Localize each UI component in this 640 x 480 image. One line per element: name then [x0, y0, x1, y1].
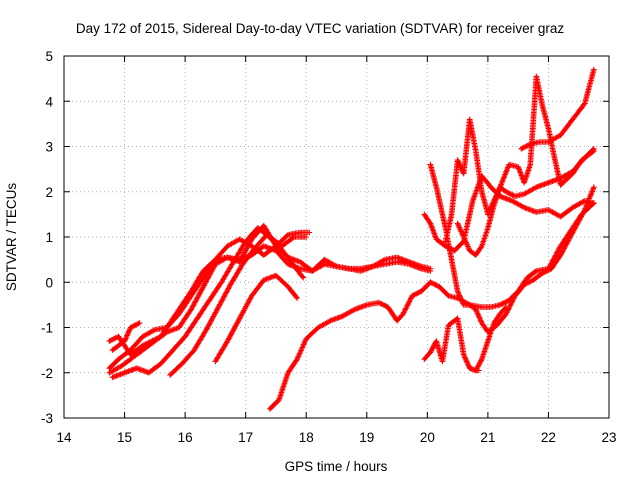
- x-tick-label: 22: [541, 430, 556, 445]
- series-markers: [518, 66, 597, 152]
- series-markers: [106, 222, 434, 376]
- series-sat-c: [106, 222, 434, 376]
- x-tick-label: 19: [359, 430, 374, 445]
- y-tick-label: 3: [45, 140, 53, 155]
- y-tick-label: -3: [41, 411, 53, 426]
- grid: [64, 56, 609, 418]
- series-markers: [167, 231, 306, 378]
- axis-ticks: [63, 55, 610, 419]
- series-sat-j: [427, 161, 597, 335]
- series-sat-i: [421, 173, 597, 254]
- series-sat-e: [109, 320, 143, 353]
- y-tick-label: 4: [45, 94, 53, 109]
- series-markers: [421, 173, 597, 254]
- x-tick-label: 21: [480, 430, 495, 445]
- x-tick-label: 17: [238, 430, 253, 445]
- series-sat-h: [267, 200, 597, 412]
- x-tick-label: 16: [178, 430, 193, 445]
- series-sat-o: [473, 304, 509, 374]
- y-tick-label: 0: [45, 275, 53, 290]
- series-markers: [421, 315, 482, 374]
- y-axis-label: SDTVAR / TECUs: [4, 183, 19, 292]
- series-sat-f: [167, 231, 306, 378]
- y-tick-label: 1: [45, 230, 53, 245]
- y-axis-tick-labels: -3 -2 -1 0 1 2 3 4 5: [41, 49, 54, 426]
- series-sat-n: [421, 315, 482, 374]
- chart-title: Day 172 of 2015, Sidereal Day-to-day VTE…: [76, 21, 564, 36]
- x-tick-label: 15: [117, 430, 132, 445]
- x-tick-label: 20: [420, 430, 435, 445]
- plot-area: [106, 66, 597, 412]
- series-sat-m: [518, 66, 597, 152]
- series-markers: [212, 272, 300, 365]
- x-axis-tick-labels: 14 15 16 17 18 19 20 21 22 23: [56, 430, 616, 445]
- series-markers: [473, 304, 509, 374]
- y-tick-label: 2: [45, 185, 53, 200]
- x-tick-label: 23: [601, 430, 616, 445]
- y-tick-label: -1: [41, 321, 53, 336]
- x-tick-label: 14: [56, 430, 72, 445]
- series-markers: [109, 320, 143, 353]
- series-sat-g: [212, 272, 300, 365]
- series-markers: [267, 200, 597, 412]
- x-axis-label: GPS time / hours: [285, 459, 388, 474]
- x-tick-label: 18: [299, 430, 314, 445]
- series-markers: [427, 161, 597, 335]
- y-tick-label: -2: [41, 366, 53, 381]
- y-tick-label: 5: [45, 49, 53, 64]
